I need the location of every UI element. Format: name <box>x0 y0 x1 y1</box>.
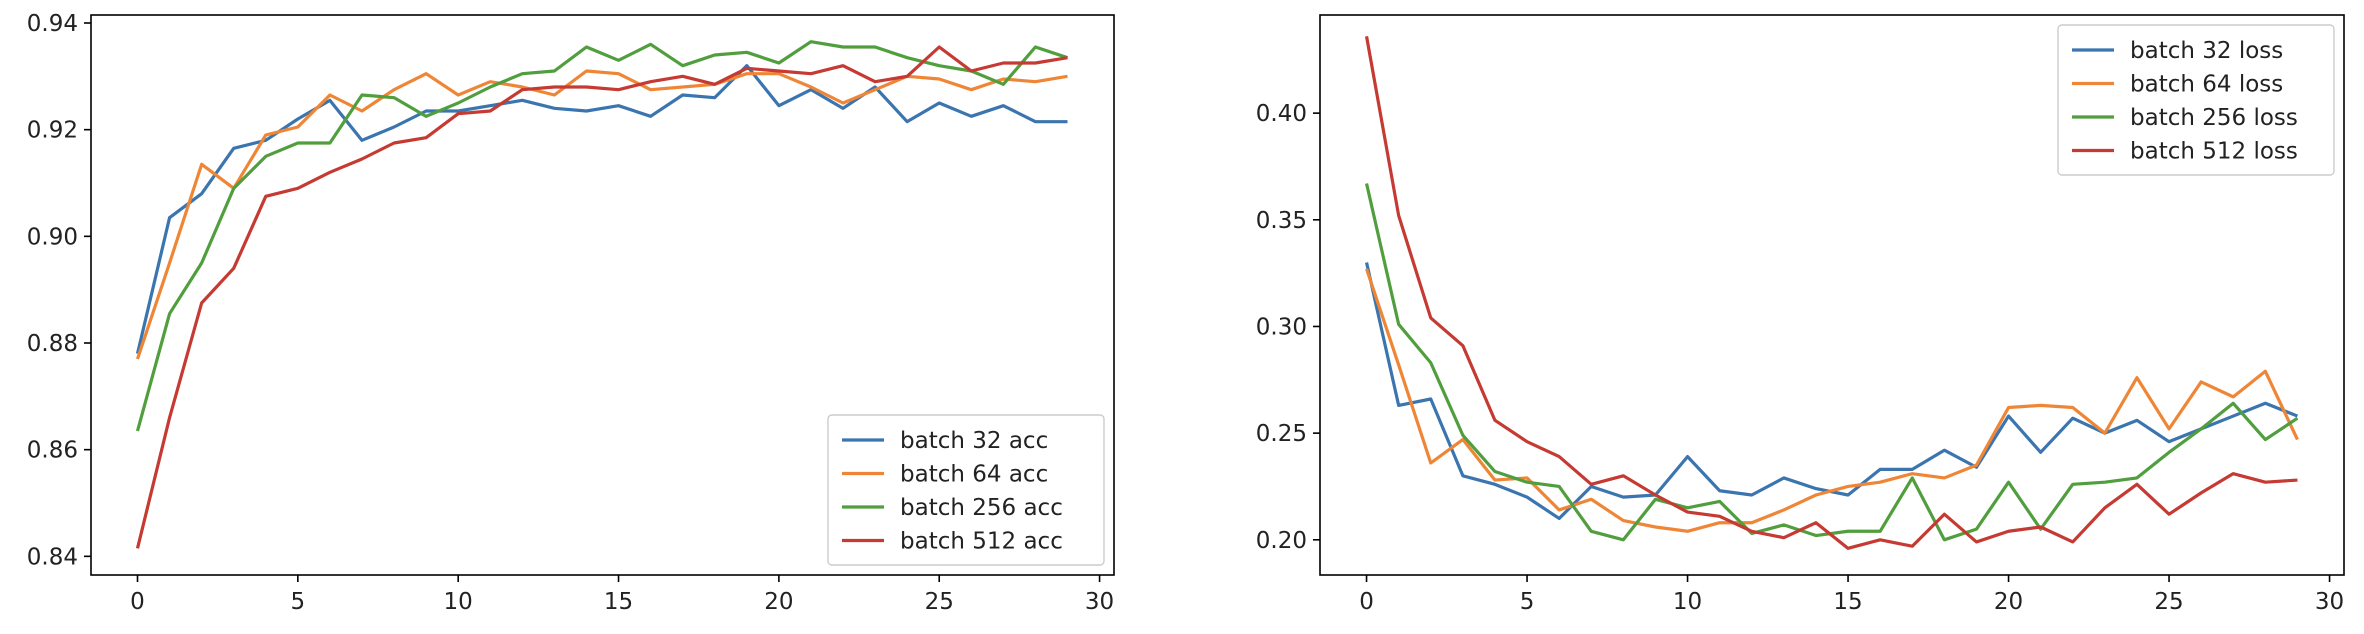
acc-y-tick-label: 0.86 <box>27 438 78 464</box>
loss-legend-label-1: batch 32 loss <box>2130 38 2283 64</box>
acc-x-tick-label: 20 <box>764 589 793 615</box>
loss-series-line-4 <box>1364 36 2298 550</box>
acc-y-tick-label: 0.94 <box>27 11 78 37</box>
loss-series-line-2 <box>1365 268 2299 533</box>
loss-legend: batch 32 loss batch 64 loss batch 256 loss… <box>2057 24 2335 176</box>
loss-y-tick-label: 0.30 <box>1256 314 1307 340</box>
loss-x-tick-label: 0 <box>1359 589 1374 615</box>
acc-y-tick-label: 0.92 <box>27 118 78 144</box>
acc-legend-label-3: batch 256 acc <box>900 495 1063 521</box>
loss-axes-frame <box>1319 14 2345 576</box>
acc-series-line-1 <box>135 64 1068 355</box>
loss-legend-label-2: batch 64 loss <box>2130 72 2283 98</box>
loss-y-tick-label: 0.40 <box>1256 101 1307 127</box>
acc-x-tick-label: 25 <box>925 589 954 615</box>
acc-y-tick-label: 0.90 <box>27 224 78 250</box>
acc-axes-frame <box>90 14 1115 576</box>
acc-legend-label-4: batch 512 acc <box>900 529 1063 555</box>
acc-x-tick-label: 10 <box>444 589 473 615</box>
acc-legend-box <box>827 414 1105 566</box>
acc-x-tick-label: 0 <box>130 589 145 615</box>
loss-y-tick-label: 0.35 <box>1256 208 1307 234</box>
loss-x-tick-label: 10 <box>1673 589 1702 615</box>
loss-y-tick-label: 0.20 <box>1256 528 1307 554</box>
accuracy-chart: 0 5 10 15 20 25 30 0.84 0.86 0.88 0.90 0.92 0.94 batc… <box>27 11 1115 615</box>
acc-series-line-4 <box>135 45 1068 549</box>
loss-x-tick-label: 5 <box>1520 589 1535 615</box>
loss-chart: 0 5 10 15 20 25 30 0.20 0.25 0.30 0.35 0.40 batch 32… <box>1256 14 2345 615</box>
acc-x-tick-label: 5 <box>291 589 306 615</box>
loss-x-tick-label: 30 <box>2315 589 2344 615</box>
acc-legend-label-2: batch 64 acc <box>900 462 1048 488</box>
acc-series-line-2 <box>135 69 1068 360</box>
loss-legend-label-3: batch 256 loss <box>2130 105 2298 131</box>
acc-x-tick-label: 15 <box>604 589 633 615</box>
acc-legend: batch 32 acc batch 64 acc batch 256 acc bat… <box>827 414 1105 566</box>
loss-x-tick-label: 20 <box>1994 589 2023 615</box>
loss-x-tick-label: 15 <box>1833 589 1862 615</box>
acc-y-tick-label: 0.88 <box>27 331 78 357</box>
loss-y-tick-label: 0.25 <box>1256 421 1307 447</box>
loss-legend-box <box>2057 24 2335 176</box>
acc-legend-label-1: batch 32 acc <box>900 428 1048 454</box>
acc-series-line-3 <box>135 40 1069 432</box>
loss-legend-label-4: batch 512 loss <box>2130 139 2298 165</box>
acc-y-tick-label: 0.84 <box>27 544 78 570</box>
acc-x-tick-label: 30 <box>1085 589 1114 615</box>
loss-x-tick-label: 25 <box>2154 589 2183 615</box>
loss-series-line-3 <box>1364 183 2299 542</box>
